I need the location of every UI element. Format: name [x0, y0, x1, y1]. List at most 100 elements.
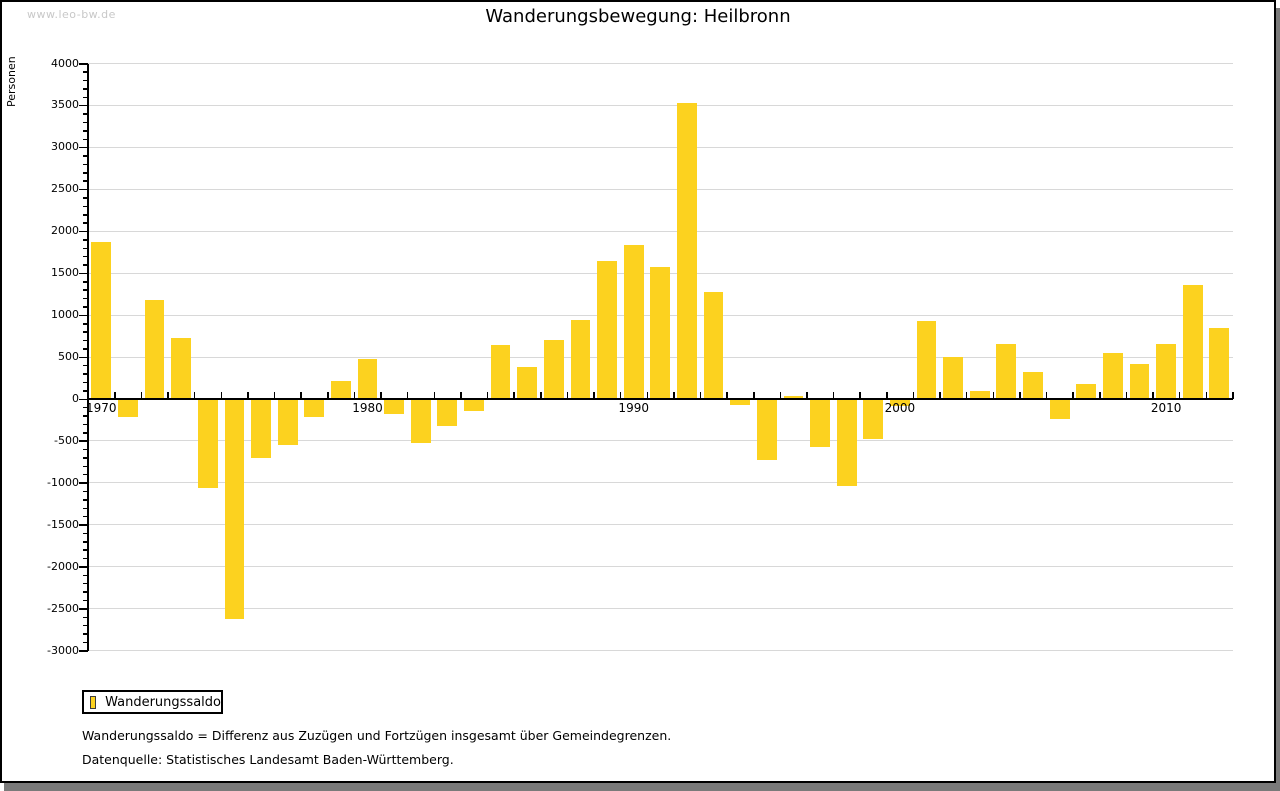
x-axis-tick: [779, 392, 782, 399]
x-axis-tick: [886, 392, 888, 399]
y-tick-label: 3500: [51, 98, 79, 112]
y-tick-label: 2000: [51, 224, 79, 238]
bar-1983: [437, 399, 458, 426]
y-axis-minor-tick: [83, 172, 88, 174]
bar-2008: [1102, 352, 1123, 399]
y-tick-label: 3000: [51, 140, 79, 154]
x-axis-tick: [87, 392, 89, 399]
bar-1987: [543, 340, 564, 399]
bar-1984: [464, 399, 484, 411]
y-axis-minor-tick: [83, 247, 88, 250]
y-axis-major-tick: [79, 314, 88, 317]
chart-title: Wanderungsbewegung: Heilbronn: [485, 6, 791, 27]
y-axis-minor-tick: [83, 121, 88, 124]
y-axis-minor-tick: [83, 432, 88, 434]
x-tick-label: 2010: [1150, 401, 1182, 415]
gridline: [88, 608, 1234, 610]
y-axis-minor-tick: [83, 390, 88, 392]
y-axis-minor-tick: [83, 633, 88, 635]
bar-1977: [277, 399, 298, 446]
y-axis-minor-tick: [83, 289, 88, 291]
y-axis-minor-tick: [83, 465, 88, 468]
y-axis-minor-tick: [83, 490, 88, 493]
x-axis-tick: [327, 392, 329, 399]
x-axis-tick: [646, 392, 649, 399]
y-axis-major-tick: [79, 104, 88, 107]
y-axis-minor-tick: [83, 549, 88, 551]
y-axis-minor-tick: [83, 264, 88, 266]
y-axis-minor-tick: [83, 415, 88, 417]
bar-1998: [836, 399, 857, 487]
x-axis-tick: [460, 392, 462, 399]
x-axis-tick: [1072, 392, 1074, 399]
bar-1970: [91, 242, 112, 399]
x-axis-tick: [965, 392, 968, 399]
gridline: [88, 482, 1234, 484]
y-axis-major-tick: [79, 482, 88, 484]
bar-2002: [943, 357, 964, 399]
x-axis-tick: [273, 392, 276, 399]
y-axis-minor-tick: [83, 541, 88, 543]
footnote-source: Datenquelle: Statistisches Landesamt Bad…: [82, 752, 454, 767]
x-axis-tick: [699, 392, 702, 399]
gridline: [88, 230, 1234, 232]
y-tick-label: 4000: [51, 56, 79, 70]
bar-2009: [1129, 363, 1150, 399]
y-axis-minor-tick: [83, 557, 88, 560]
bar-1988: [570, 320, 591, 399]
y-axis-minor-tick: [83, 457, 88, 459]
gridline: [88, 524, 1234, 526]
y-axis-minor-tick: [83, 507, 88, 510]
x-axis-tick: [140, 392, 143, 399]
x-axis-tick: [1205, 392, 1208, 399]
bar-1986: [517, 367, 538, 399]
bar-2012: [1209, 327, 1230, 399]
gridline: [88, 63, 1234, 65]
x-axis-tick: [193, 392, 196, 399]
y-axis-minor-tick: [83, 423, 88, 426]
x-axis-tick: [726, 392, 728, 399]
y-axis-minor-tick: [83, 373, 88, 375]
x-axis-tick: [939, 392, 941, 399]
bar-1979: [330, 381, 351, 399]
x-axis-tick: [912, 392, 915, 399]
x-axis-tick: [1019, 392, 1021, 399]
gridline: [88, 566, 1234, 568]
y-axis-minor-tick: [83, 364, 88, 367]
bar-1991: [650, 266, 671, 399]
x-tick-label: 1980: [352, 401, 383, 415]
x-axis-tick: [114, 392, 116, 399]
y-tick-label: -3000: [47, 643, 79, 657]
y-axis-minor-tick: [83, 473, 88, 476]
gridline: [88, 650, 1234, 652]
x-axis-tick: [540, 392, 542, 399]
bar-2006: [1049, 399, 1070, 420]
y-axis-minor-tick: [83, 532, 88, 535]
y-tick-label: 2500: [51, 182, 79, 196]
y-axis-minor-tick: [83, 323, 88, 325]
y-axis-minor-tick: [83, 582, 88, 585]
y-axis-minor-tick: [83, 138, 88, 141]
x-axis-tick: [832, 392, 835, 399]
bar-2000: [890, 399, 910, 406]
y-axis-minor-tick: [83, 205, 88, 208]
y-axis-minor-tick: [83, 599, 88, 602]
x-axis-tick: [593, 392, 595, 399]
gridline: [88, 440, 1234, 442]
x-axis-tick: [1178, 392, 1181, 399]
bar-2007: [1076, 383, 1097, 399]
x-axis-tick: [1099, 392, 1101, 399]
y-tick-label: 500: [58, 350, 79, 364]
y-axis-line: [87, 63, 89, 651]
bar-2001: [916, 321, 937, 399]
bar-1985: [490, 345, 511, 399]
y-axis-minor-tick: [83, 641, 88, 644]
bar-1976: [251, 399, 271, 458]
x-axis-tick: [1152, 392, 1154, 399]
gridline: [88, 146, 1234, 148]
x-axis-tick: [1232, 392, 1234, 399]
bar-1972: [144, 300, 165, 399]
y-axis-minor-tick: [83, 222, 88, 224]
x-axis-tick: [247, 392, 249, 399]
